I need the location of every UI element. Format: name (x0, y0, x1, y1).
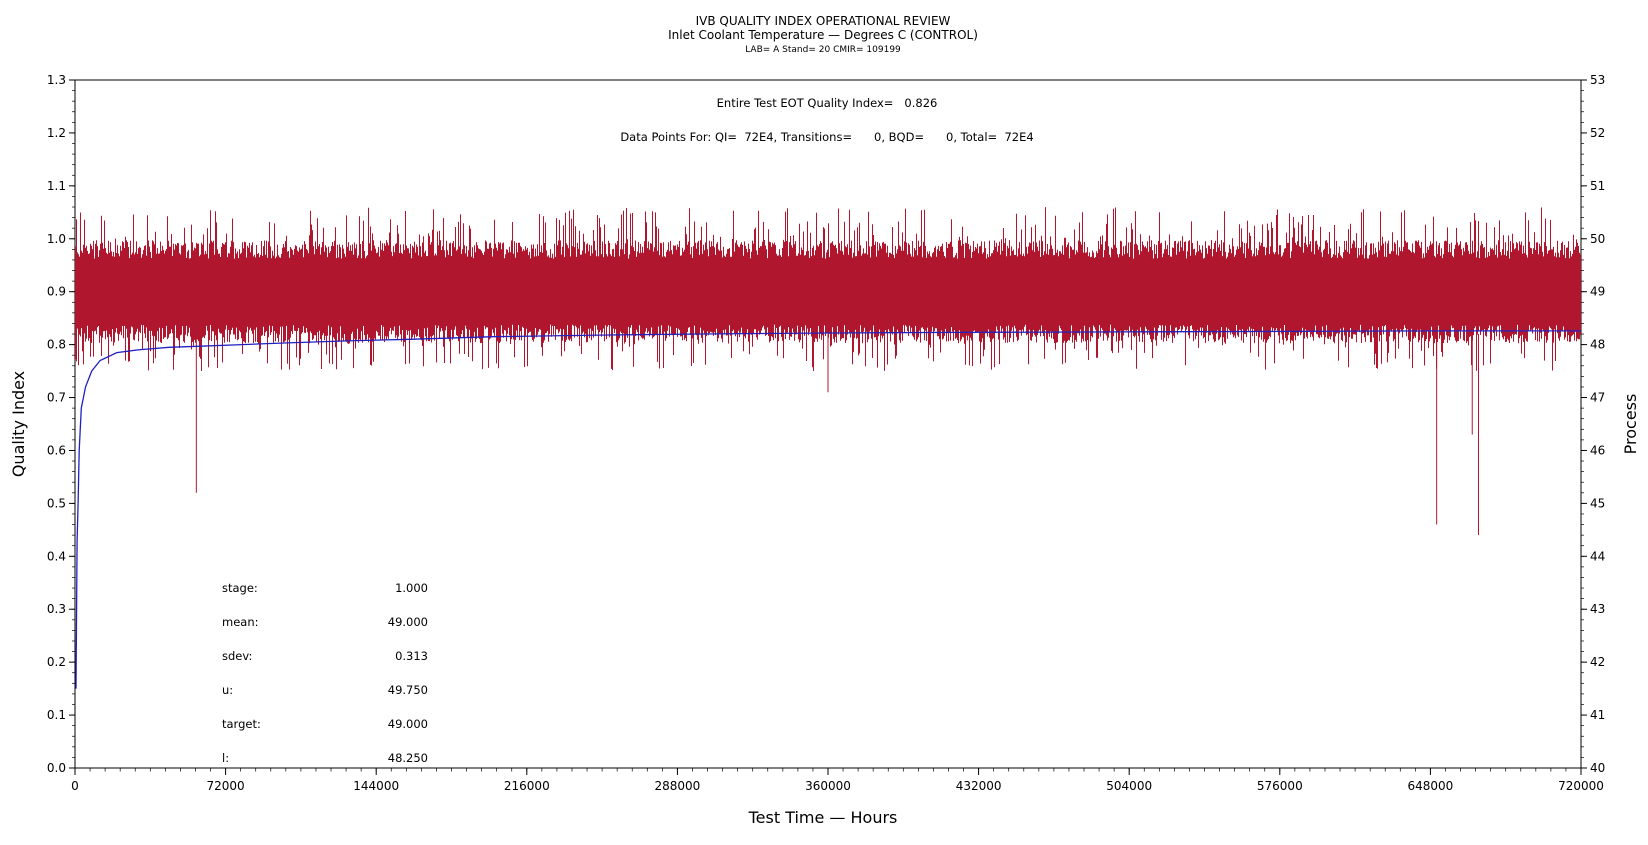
x-tick-label: 432000 (956, 779, 1002, 793)
x-tick-label: 576000 (1257, 779, 1303, 793)
y-tick-label: 0.6 (47, 443, 66, 457)
x-tick-label: 504000 (1106, 779, 1152, 793)
annotation-eot-qi: Entire Test EOT Quality Index= 0.826 (717, 96, 938, 110)
chart-subtitle: Inlet Coolant Temperature — Degrees C (C… (668, 28, 978, 42)
process-series (75, 207, 1581, 536)
stat-value: 48.250 (388, 751, 428, 765)
y-tick-label: 1.3 (47, 73, 66, 87)
process-band-core (75, 262, 1581, 321)
x-tick-label: 288000 (654, 779, 700, 793)
y-tick-label: 0.2 (47, 655, 66, 669)
stat-value: 49.750 (388, 683, 428, 697)
y-tick-label: 0.7 (47, 391, 66, 405)
quality-index-series (75, 330, 1581, 689)
y-axis-left: 0.0 0.1 0.2 0.3 0.4 0.5 0.6 0.7 0.8 0.9 1.0 1.1 1.2 1… (47, 73, 75, 775)
plot-area (74, 79, 1582, 769)
x-tick-label: 0 (71, 779, 79, 793)
y-tick-label: 0.1 (47, 708, 66, 722)
stat-value: 49.000 (388, 717, 428, 731)
stats-block: stage: 1.000 mean: 49.000 sdev: 0.313 u:… (222, 581, 428, 765)
stat-label: stage: (222, 581, 258, 595)
y2-tick-label: 43 (1590, 602, 1605, 616)
y2-tick-label: 46 (1590, 443, 1605, 457)
x-tick-label: 648000 (1407, 779, 1453, 793)
y2-tick-label: 51 (1590, 179, 1605, 193)
stat-label: sdev: (222, 649, 252, 663)
y-tick-label: 0.3 (47, 602, 66, 616)
y2-tick-label: 53 (1590, 73, 1605, 87)
stat-label: u: (222, 683, 233, 697)
y-axis-right: 40 41 42 43 44 45 46 47 48 49 50 51 52 53 (1581, 73, 1605, 775)
y-tick-label: 1.0 (47, 232, 66, 246)
y-tick-label: 0.5 (47, 496, 66, 510)
stat-label: target: (222, 717, 261, 731)
x-tick-label: 216000 (504, 779, 550, 793)
stat-value: 49.000 (388, 615, 428, 629)
y2-tick-label: 44 (1590, 549, 1605, 563)
quality-index-line (75, 330, 1581, 689)
y2-tick-label: 49 (1590, 285, 1605, 299)
chart-subtitle-2: LAB= A Stand= 20 CMIR= 109199 (745, 45, 901, 55)
stat-label: l: (222, 751, 229, 765)
y-tick-label: 1.2 (47, 126, 66, 140)
stat-label: mean: (222, 615, 259, 629)
y2-tick-label: 47 (1590, 391, 1605, 405)
y-tick-label: 1.1 (47, 179, 66, 193)
y-tick-label: 0.8 (47, 338, 66, 352)
stat-value: 0.313 (395, 649, 428, 663)
y2-tick-label: 41 (1590, 708, 1605, 722)
annotation-data-points: Data Points For: QI= 72E4, Transitions= … (620, 130, 1033, 144)
x-tick-label: 720000 (1558, 779, 1604, 793)
y2-tick-label: 40 (1590, 761, 1605, 775)
chart-title: IVB QUALITY INDEX OPERATIONAL REVIEW (696, 14, 951, 28)
y2-tick-label: 52 (1590, 126, 1605, 140)
x-tick-label: 144000 (353, 779, 399, 793)
y-tick-label: 0.9 (47, 285, 66, 299)
x-tick-label: 72000 (207, 779, 245, 793)
x-tick-label: 360000 (805, 779, 851, 793)
y-tick-label: 0.4 (47, 549, 66, 563)
y2-tick-label: 48 (1590, 338, 1605, 352)
y-tick-label: 0.0 (47, 761, 66, 775)
y-axis-title-right: Process (1621, 394, 1640, 455)
y-axis-title-left: Quality Index (9, 371, 28, 477)
x-axis-title: Test Time — Hours (748, 808, 898, 827)
x-axis: 0 72000 144000 216000 288000 360000 432000 5040… (71, 768, 1604, 793)
stat-value: 1.000 (395, 581, 428, 595)
y2-tick-label: 50 (1590, 232, 1605, 246)
y2-tick-label: 42 (1590, 655, 1605, 669)
y2-tick-label: 45 (1590, 496, 1605, 510)
